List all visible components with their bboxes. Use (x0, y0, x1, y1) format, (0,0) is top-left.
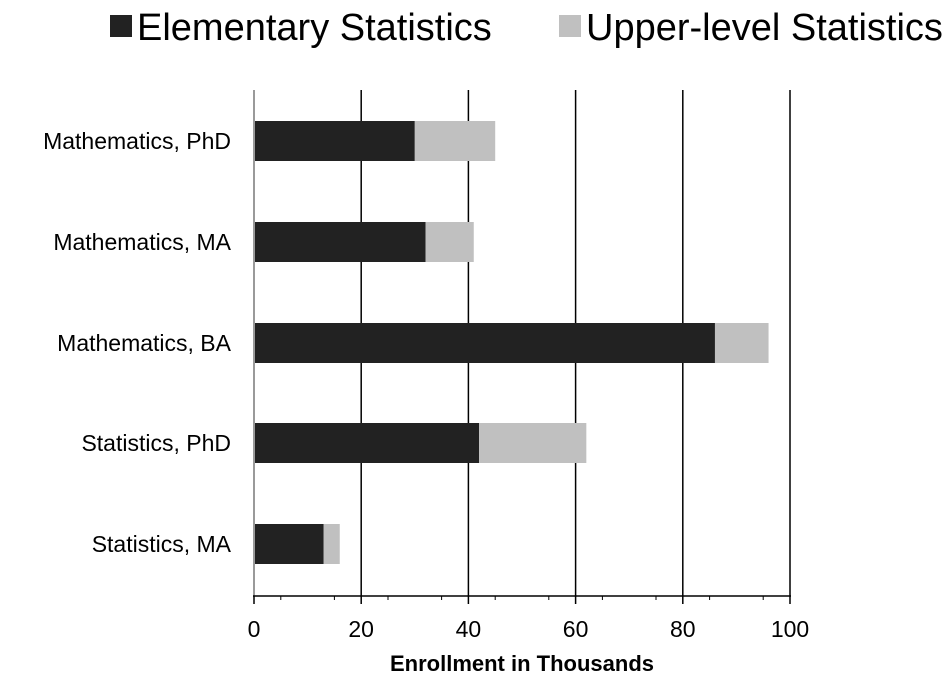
bar-upper-level-3 (479, 423, 587, 463)
x-tick-label-60: 60 (563, 616, 589, 642)
y-category-label: Statistics, PhD (81, 430, 231, 456)
bars (254, 121, 769, 564)
bar-elementary-0 (254, 121, 415, 161)
axes: 0 20 40 60 80 100 Mathematics, PhD Mathematics,… (43, 90, 809, 642)
y-category-label: Mathematics, PhD (43, 128, 231, 154)
bar-upper-level-2 (714, 323, 769, 363)
bar-upper-level-0 (414, 121, 496, 161)
y-category-label: Mathematics, MA (53, 229, 231, 255)
legend: Elementary Statistics Upper-level Statis… (110, 7, 943, 49)
bar-upper-level-4 (323, 524, 340, 564)
x-tick-label-100: 100 (771, 616, 809, 642)
legend-label-elementary: Elementary Statistics (137, 7, 492, 49)
y-category-label: Mathematics, BA (57, 330, 231, 356)
x-tick-label-80: 80 (670, 616, 696, 642)
legend-swatch-elementary (110, 15, 132, 37)
x-tick-label-0: 0 (248, 616, 261, 642)
bar-elementary-3 (254, 423, 480, 463)
bar-elementary-1 (254, 222, 426, 262)
legend-label-upper-level: Upper-level Statistics (586, 7, 943, 49)
bar-upper-level-1 (425, 222, 474, 262)
legend-swatch-upper-level (559, 15, 581, 37)
x-tick-label-20: 20 (348, 616, 374, 642)
x-tick-label-40: 40 (456, 616, 482, 642)
bar-elementary-2 (254, 323, 715, 363)
y-category-label: Statistics, MA (92, 531, 232, 557)
x-axis-title: Enrollment in Thousands (390, 651, 654, 676)
bar-elementary-4 (254, 524, 324, 564)
